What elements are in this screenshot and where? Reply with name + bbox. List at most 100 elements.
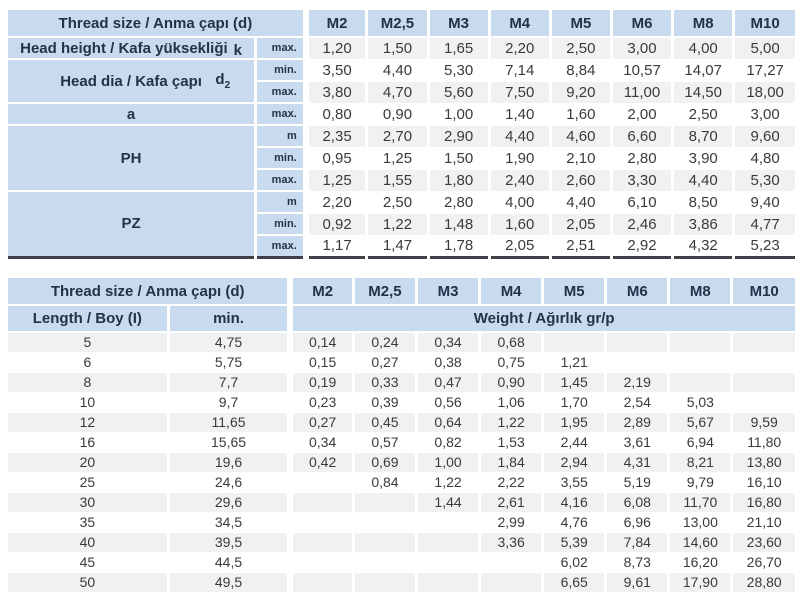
dim-value: 3,86	[672, 213, 736, 236]
thread-col-header: M2	[290, 278, 355, 306]
min-length-value: 11,65	[168, 412, 294, 433]
weight-value: 9,61	[605, 572, 671, 593]
dim-value: 3,00	[733, 103, 795, 126]
weight-value: 2,22	[479, 472, 545, 493]
weight-value: 8,21	[668, 452, 734, 473]
limit-label: max.	[255, 103, 309, 126]
weight-value: 13,80	[731, 452, 795, 473]
dim-value: 2,80	[428, 191, 491, 214]
weight-value	[668, 352, 734, 373]
limit-label: max.	[255, 169, 309, 192]
dim-value: 0,90	[366, 103, 430, 126]
weight-value: 6,94	[668, 432, 734, 453]
weight-value: 1,00	[416, 452, 482, 473]
weight-value: 9,59	[731, 412, 795, 433]
dim-value: 8,70	[672, 125, 736, 148]
dim-value: 1,80	[428, 169, 491, 192]
min-length-value: 44,5	[168, 552, 294, 573]
dim-value: 0,92	[305, 213, 369, 236]
weight-value: 0,90	[479, 372, 545, 393]
weight-value: 2,44	[542, 432, 608, 453]
weight-value: 0,27	[353, 352, 419, 373]
dim-value: 1,17	[305, 235, 369, 258]
dim-value: 2,70	[366, 125, 430, 148]
table2-title: Thread size / Anma çapı (d)	[8, 278, 294, 306]
weight-value: 0,34	[416, 332, 482, 353]
row-label-head-height: Head height / Kafa yüksekliği k	[8, 37, 258, 60]
min-length-value: 7,7	[168, 372, 294, 393]
weight-value: 0,27	[290, 412, 355, 433]
min-length-value: 39,5	[168, 532, 294, 553]
dim-value: 2,35	[305, 125, 369, 148]
weight-value: 2,89	[605, 412, 671, 433]
length-value: 5	[8, 332, 170, 353]
dim-value: 2,00	[611, 103, 675, 126]
limit-label: min.	[255, 213, 309, 236]
weight-value	[416, 512, 482, 533]
thread-col-header: M6	[611, 10, 675, 38]
length-value: 10	[8, 392, 170, 413]
weight-value: 0,15	[290, 352, 355, 373]
length-value: 30	[8, 492, 170, 513]
row-label-head-dia: Head dia / Kafa çapı d2	[8, 59, 258, 104]
thread-col-header: M2,5	[366, 10, 430, 38]
dim-value: 1,47	[366, 235, 430, 258]
weight-value: 6,02	[542, 552, 608, 573]
weight-value: 6,08	[605, 492, 671, 513]
dim-value: 2,92	[611, 235, 675, 258]
weight-value	[353, 492, 419, 513]
weight-value: 0,42	[290, 452, 355, 473]
weight-value: 3,55	[542, 472, 608, 493]
dim-value: 1,20	[305, 37, 369, 60]
weight-value	[668, 372, 734, 393]
length-col-header: Length / Boy (I)	[8, 305, 170, 333]
weight-value: 0,33	[353, 372, 419, 393]
limit-label: min.	[255, 59, 309, 82]
weight-value: 0,56	[416, 392, 482, 413]
dim-value: 9,60	[733, 125, 795, 148]
dim-value: 14,50	[672, 81, 736, 104]
length-value: 45	[8, 552, 170, 573]
weight-value: 5,39	[542, 532, 608, 553]
dim-value: 5,60	[428, 81, 491, 104]
length-value: 40	[8, 532, 170, 553]
dim-value: 4,80	[733, 147, 795, 170]
weight-value: 9,79	[668, 472, 734, 493]
row-label-pz: PZ	[8, 191, 258, 258]
limit-label: min.	[255, 147, 309, 170]
weight-value	[290, 532, 355, 553]
weight-value: 0,19	[290, 372, 355, 393]
weight-value: 5,19	[605, 472, 671, 493]
weight-value	[605, 352, 671, 373]
weight-value: 16,80	[731, 492, 795, 513]
weight-value	[353, 552, 419, 573]
weight-value: 4,31	[605, 452, 671, 473]
weight-value: 16,10	[731, 472, 795, 493]
thread-col-header: M3	[416, 278, 482, 306]
dim-value: 2,10	[550, 147, 613, 170]
thread-col-header: M10	[731, 278, 795, 306]
weight-value: 1,45	[542, 372, 608, 393]
weight-value: 1,44	[416, 492, 482, 513]
head-dimensions-table: Thread size / Anma çapı (d) M2 M2,5 M3 M…	[8, 10, 795, 259]
weight-value	[290, 472, 355, 493]
row-label-a: a	[8, 103, 258, 126]
dim-value: 2,05	[489, 235, 552, 258]
weight-value: 0,68	[479, 332, 545, 353]
thread-col-header: M4	[479, 278, 545, 306]
dim-value: 2,50	[550, 37, 613, 60]
thread-col-header: M8	[672, 10, 736, 38]
dim-value: 9,40	[733, 191, 795, 214]
dim-value: 1,90	[489, 147, 552, 170]
weight-value: 7,84	[605, 532, 671, 553]
weight-value	[290, 512, 355, 533]
weight-value: 1,53	[479, 432, 545, 453]
dim-value: 3,80	[305, 81, 369, 104]
thread-col-header: M6	[605, 278, 671, 306]
dim-value: 1,65	[428, 37, 491, 60]
weight-value: 21,10	[731, 512, 795, 533]
min-length-value: 9,7	[168, 392, 294, 413]
dim-value: 1,78	[428, 235, 491, 258]
dim-value: 1,25	[366, 147, 430, 170]
